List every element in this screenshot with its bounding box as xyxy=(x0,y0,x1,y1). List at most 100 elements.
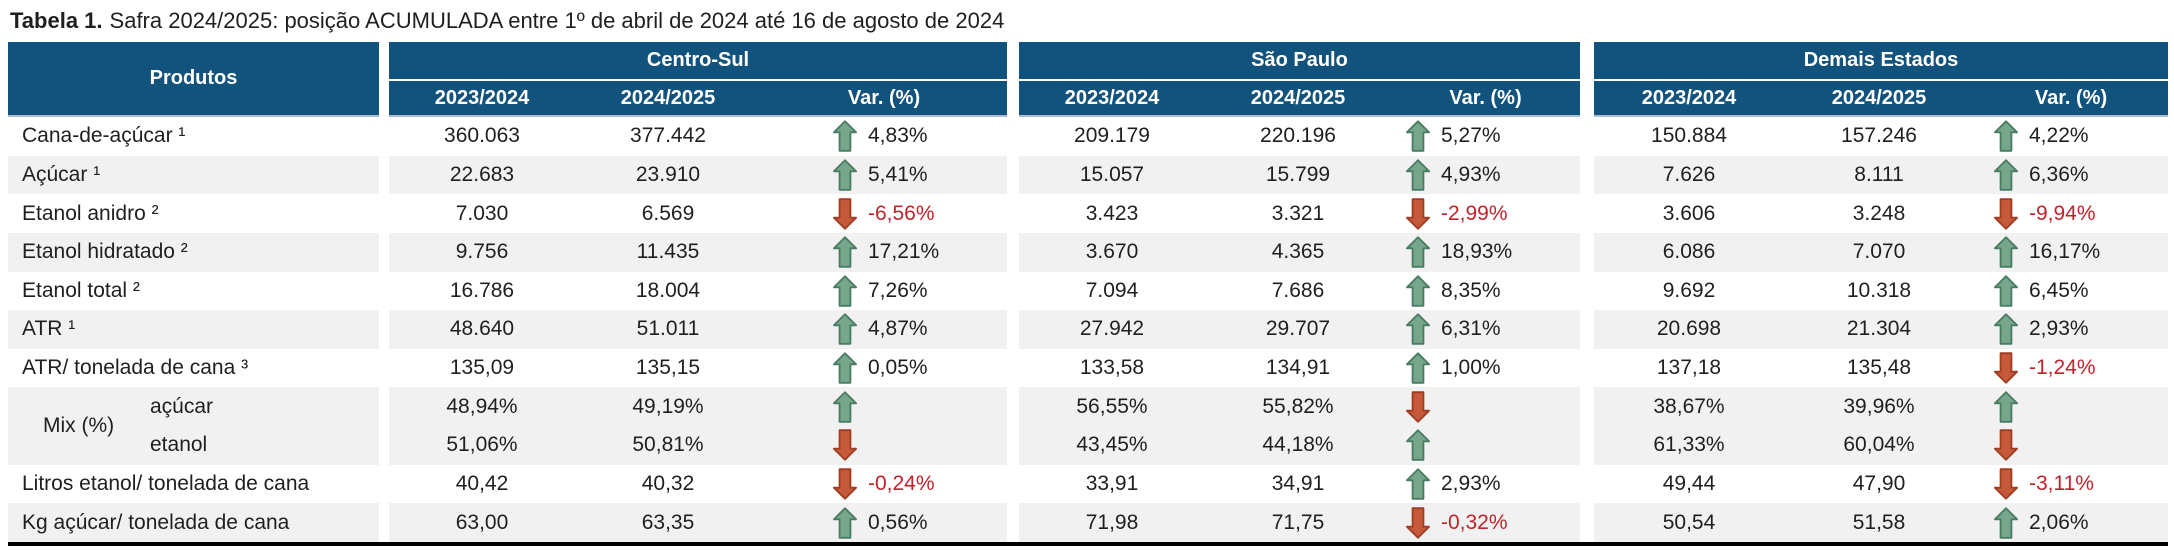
prev-value: 135,09 xyxy=(449,356,515,380)
group-cell: 3.606 3.248 -9,94% xyxy=(1594,194,2168,233)
group-cell: 33,91 34,91 2,93% xyxy=(1019,465,1580,504)
var-cell: 18,93% xyxy=(1391,232,1580,272)
curr-value: 8.111 xyxy=(1784,155,1974,195)
up-arrow-icon xyxy=(832,352,858,384)
var-box xyxy=(1993,429,2168,462)
curr-value: 377.442 xyxy=(630,124,706,148)
prev-value: 20.698 xyxy=(1594,310,1784,349)
mix-group-cell: 56,55% 55,82% 43,45% 44,18% xyxy=(1019,387,1580,465)
mix-line: 48,94% 49,19% xyxy=(389,387,1007,426)
var-value: 0,56% xyxy=(868,510,928,534)
var-box: 4,93% xyxy=(1405,159,1580,191)
table-row: Etanol anidro ² 7.030 6.569 -6,56% 3.423 3.32… xyxy=(8,194,2168,233)
var-cell: 4,22% xyxy=(1974,117,2168,156)
prev-value: 3.606 xyxy=(1662,201,1716,225)
subheader-year-curr: 2024/2025 xyxy=(620,86,716,109)
var-cell: 6,45% xyxy=(1974,272,2168,311)
curr-value: 29.707 xyxy=(1205,310,1391,349)
up-arrow-icon xyxy=(1405,429,1431,462)
var-value: 5,41% xyxy=(868,162,928,186)
row-label: Etanol hidratado ² xyxy=(22,240,188,264)
prev-value: 16.786 xyxy=(449,278,515,302)
var-value: -3,11% xyxy=(2029,471,2094,495)
var-cell: -3,11% xyxy=(1974,465,2168,504)
down-arrow-icon xyxy=(1993,352,2019,384)
curr-value: 55,82% xyxy=(1205,387,1391,426)
prev-value: 43,45% xyxy=(1019,426,1205,465)
up-arrow-icon xyxy=(1993,120,2019,153)
curr-value: 15.799 xyxy=(1205,155,1391,195)
group-cell: 133,58 134,91 1,00% xyxy=(1019,349,1580,388)
down-arrow-icon xyxy=(832,468,858,500)
up-arrow-icon xyxy=(1405,236,1431,268)
group-subheader: 2023/2024 2024/2025 Var. (%) xyxy=(1019,81,1580,117)
row-label-cell: ATR/ tonelada de cana ³ xyxy=(8,349,379,388)
var-cell xyxy=(1974,387,2168,426)
curr-value: 134,91 xyxy=(1265,356,1331,380)
mix-row: Mix (%) açúcar etanol 48,94% 49,19% 51,06% 50,… xyxy=(8,387,2168,465)
var-box: 4,22% xyxy=(1993,120,2168,153)
var-box: -0,32% xyxy=(1405,506,1580,539)
prev-value: 38,67% xyxy=(1594,387,1784,426)
up-arrow-icon xyxy=(1405,120,1431,153)
row-label-cell: Etanol total ² xyxy=(8,272,379,311)
prev-value: 61,33% xyxy=(1594,426,1784,465)
prev-value: 3.670 xyxy=(1019,232,1205,272)
curr-value: 34,91 xyxy=(1271,471,1325,495)
var-value: -0,24% xyxy=(868,471,935,495)
var-value: 0,05% xyxy=(868,356,928,380)
var-cell: 4,83% xyxy=(761,117,1007,156)
curr-value: 135,15 xyxy=(635,356,701,380)
row-label-cell: Kg açúcar/ tonelada de cana xyxy=(8,503,379,542)
curr-value: 49,19% xyxy=(575,387,761,426)
curr-value: 23.910 xyxy=(575,155,761,195)
mix-group-cell: 48,94% 49,19% 51,06% 50,81% xyxy=(389,387,1007,465)
row-label-cell: Açúcar ¹ xyxy=(8,155,379,195)
prev-value: 33,91 xyxy=(1085,471,1139,495)
var-box: -3,11% xyxy=(1993,468,2168,500)
table-row: Litros etanol/ tonelada de cana 40,42 40,3… xyxy=(8,465,2168,504)
group-cell: 7.626 8.111 6,36% xyxy=(1594,155,2168,195)
prev-value: 22.683 xyxy=(389,155,575,195)
row-label: Kg açúcar/ tonelada de cana xyxy=(22,510,290,534)
group-cell: 50,54 51,58 2,06% xyxy=(1594,503,2168,542)
curr-value: 6.569 xyxy=(641,201,695,225)
prev-value: 7.094 xyxy=(1085,278,1139,302)
group-cell: 7.030 6.569 -6,56% xyxy=(389,194,1007,233)
var-cell: 5,27% xyxy=(1391,117,1580,156)
curr-value: 3.248 xyxy=(1852,201,1906,225)
group-cell: 3.423 3.321 -2,99% xyxy=(1019,194,1580,233)
var-cell: -0,24% xyxy=(761,465,1007,504)
group-cell: 137,18 135,48 -1,24% xyxy=(1594,349,2168,388)
var-box xyxy=(1993,390,2168,423)
table-row: Açúcar ¹ 22.683 23.910 5,41% 15.057 15.799 4,9… xyxy=(8,155,2168,195)
prev-value: 3.423 xyxy=(1085,201,1139,225)
subheader-year-prev: 2023/2024 xyxy=(434,86,530,109)
group-cell: 7.094 7.686 8,35% xyxy=(1019,272,1580,311)
group-header: Demais Estados xyxy=(1594,42,2168,79)
row-label-cell: Etanol hidratado ² xyxy=(8,232,379,272)
prev-value: 150.884 xyxy=(1651,124,1727,148)
group-cell: 22.683 23.910 5,41% xyxy=(389,155,1007,195)
curr-value: 51.011 xyxy=(575,310,761,349)
var-cell: 7,26% xyxy=(761,272,1007,311)
subheader-var: Var. (%) xyxy=(847,86,921,109)
mix-label: Mix (%) xyxy=(43,414,115,437)
curr-value: 7.686 xyxy=(1271,278,1325,302)
row-label: ATR ¹ xyxy=(22,317,76,341)
row-label: Cana-de-açúcar ¹ xyxy=(22,124,186,148)
prev-value: 49,44 xyxy=(1662,471,1716,495)
table-row: Kg açúcar/ tonelada de cana 63,00 63,35 0,5… xyxy=(8,503,2168,542)
curr-value: 135,48 xyxy=(1846,356,1912,380)
curr-value: 4.365 xyxy=(1205,232,1391,272)
group-subheader: 2023/2024 2024/2025 Var. (%) xyxy=(1594,81,2168,117)
var-box xyxy=(832,390,1007,423)
down-arrow-icon xyxy=(1993,468,2019,500)
curr-value: 220.196 xyxy=(1260,124,1336,148)
down-arrow-icon xyxy=(1405,506,1431,539)
row-label-cell: Litros etanol/ tonelada de cana xyxy=(8,465,379,504)
curr-value: 63,35 xyxy=(575,503,761,542)
prev-value: 71,98 xyxy=(1019,503,1205,542)
up-arrow-icon xyxy=(1993,506,2019,539)
prev-value: 360.063 xyxy=(444,124,520,148)
